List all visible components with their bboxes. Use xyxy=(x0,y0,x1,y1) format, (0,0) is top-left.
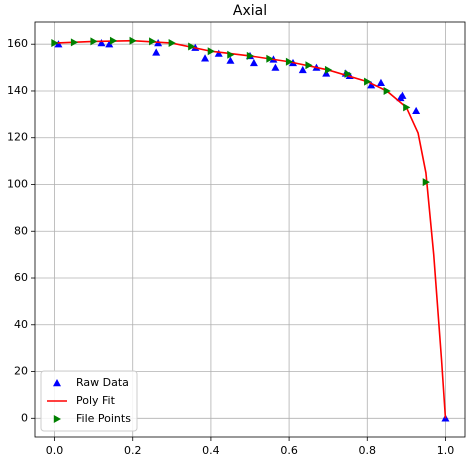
x-tick-label: 0.0 xyxy=(46,444,64,457)
y-tick-label: 80 xyxy=(14,224,28,237)
data-point xyxy=(383,86,391,95)
x-tick-label: 0.6 xyxy=(280,444,298,457)
data-point xyxy=(105,40,114,48)
data-point xyxy=(298,65,307,74)
legend-box xyxy=(40,370,138,432)
y-tick-label: 160 xyxy=(7,37,28,50)
data-point xyxy=(51,39,59,48)
y-tick-label: 0 xyxy=(21,411,28,424)
y-tick-label: 20 xyxy=(14,365,28,378)
legend-swatch xyxy=(53,379,61,387)
legend-label: Poly Fit xyxy=(76,394,116,407)
data-point xyxy=(398,91,407,99)
y-tick-label: 140 xyxy=(7,84,28,97)
data-point xyxy=(214,49,223,57)
legend-swatch xyxy=(53,415,61,423)
data-point xyxy=(129,36,137,45)
data-point xyxy=(403,103,411,112)
data-point xyxy=(70,38,79,47)
data-point xyxy=(271,63,280,71)
data-point xyxy=(97,39,106,47)
x-tick-label: 1.0 xyxy=(437,444,455,457)
x-tick-label: 0.4 xyxy=(202,444,220,457)
data-point xyxy=(152,48,161,56)
data-point xyxy=(207,47,215,56)
data-point xyxy=(412,106,421,115)
legend-label: Raw Data xyxy=(76,376,129,389)
y-tick-label: 120 xyxy=(7,131,28,144)
data-point xyxy=(324,65,333,74)
legend: Raw Data Poly Fit File Points xyxy=(40,370,138,432)
y-tick-label: 100 xyxy=(7,177,28,190)
marks xyxy=(51,36,450,422)
data-point xyxy=(364,77,372,86)
data-point xyxy=(376,78,385,86)
data-point xyxy=(344,69,352,78)
data-point xyxy=(201,54,210,62)
data-point xyxy=(90,37,98,46)
data-point xyxy=(54,40,63,48)
plot-frame xyxy=(34,21,466,438)
data-point xyxy=(285,57,294,66)
data-point xyxy=(149,37,157,46)
x-tick-label: 0.2 xyxy=(124,444,142,457)
data-point xyxy=(305,61,313,70)
data-point xyxy=(422,178,430,187)
data-point xyxy=(266,54,274,63)
data-point xyxy=(168,39,176,48)
data-point xyxy=(367,81,376,89)
data-point xyxy=(188,42,196,51)
y-tick-label: 60 xyxy=(14,271,28,284)
data-point xyxy=(249,58,258,67)
data-point xyxy=(246,51,254,60)
legend-label: File Points xyxy=(76,412,131,425)
y-tick-label: 40 xyxy=(14,318,28,331)
data-point xyxy=(226,56,235,64)
chart-title: Axial xyxy=(233,3,267,19)
data-point xyxy=(227,50,235,59)
data-point xyxy=(109,36,118,45)
x-tick-label: 0.8 xyxy=(359,444,377,457)
